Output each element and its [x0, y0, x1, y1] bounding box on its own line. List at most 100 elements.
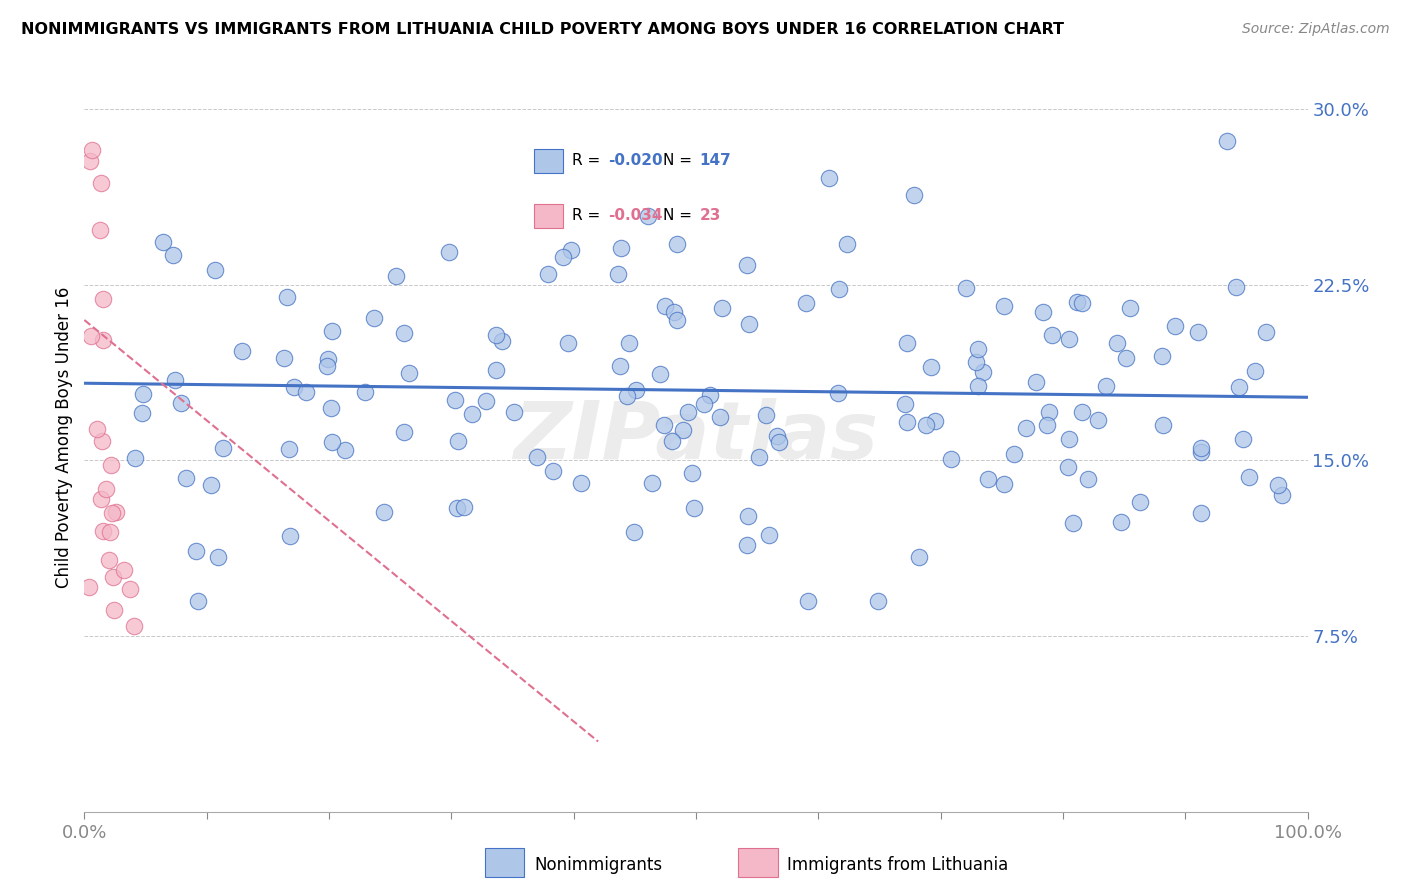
Text: -0.034: -0.034 [609, 209, 662, 223]
Point [101, 506, 124, 520]
Point [1227, 380, 1250, 394]
Point [827, 282, 849, 296]
Point [827, 386, 849, 401]
Point [683, 501, 706, 516]
Point [91, 524, 114, 539]
Point [475, 394, 498, 409]
Point [557, 335, 579, 350]
Point [335, 442, 357, 457]
Point [460, 407, 482, 421]
Point [97, 553, 120, 567]
Point [437, 244, 460, 259]
Point [118, 582, 141, 597]
Point [321, 435, 343, 450]
Text: R =: R = [572, 153, 606, 169]
Point [1164, 319, 1187, 334]
Point [204, 263, 226, 277]
Point [609, 241, 631, 255]
Point [609, 359, 631, 373]
Point [1232, 432, 1254, 446]
Point [184, 544, 207, 558]
Point [1256, 325, 1278, 339]
Point [664, 305, 686, 319]
Point [170, 396, 193, 410]
Point [1004, 447, 1026, 461]
Point [537, 268, 560, 282]
Point [903, 187, 925, 202]
Point [373, 505, 395, 519]
Point [363, 311, 385, 326]
Point [955, 281, 977, 295]
Point [1095, 379, 1118, 393]
Point [1062, 516, 1084, 531]
Point [1115, 351, 1137, 366]
Point [1025, 376, 1047, 390]
Text: Source: ZipAtlas.com: Source: ZipAtlas.com [1241, 22, 1389, 37]
Point [354, 385, 377, 400]
Point [231, 344, 253, 359]
Point [1237, 470, 1260, 484]
Point [939, 452, 962, 467]
Point [1216, 134, 1239, 148]
Point [112, 563, 135, 577]
Point [315, 359, 337, 373]
Point [624, 383, 647, 397]
Point [755, 408, 778, 422]
Point [174, 470, 197, 484]
Point [1057, 432, 1080, 446]
Point [896, 335, 918, 350]
Text: NONIMMIGRANTS VS IMMIGRANTS FROM LITHUANIA CHILD POVERTY AMONG BOYS UNDER 16 COR: NONIMMIGRANTS VS IMMIGRANTS FROM LITHUAN… [21, 22, 1064, 37]
Point [1032, 305, 1054, 319]
Point [80, 329, 103, 343]
Point [526, 450, 548, 465]
Point [316, 352, 339, 367]
Point [977, 472, 1000, 486]
Point [124, 450, 146, 465]
Point [1036, 418, 1059, 433]
Point [1071, 296, 1094, 310]
Point [661, 434, 683, 448]
Point [699, 387, 721, 401]
Point [616, 389, 638, 403]
Point [737, 538, 759, 552]
Y-axis label: Child Poverty Among Boys Under 16: Child Poverty Among Boys Under 16 [55, 286, 73, 588]
Point [162, 248, 184, 262]
Point [1152, 417, 1174, 432]
Point [896, 415, 918, 429]
Point [94, 482, 117, 496]
Point [623, 524, 645, 539]
Point [665, 237, 688, 252]
Point [965, 354, 987, 368]
Point [100, 458, 122, 472]
Point [766, 429, 789, 443]
Point [80, 143, 103, 157]
Point [1189, 506, 1212, 520]
Text: Nonimmigrants: Nonimmigrants [534, 856, 662, 874]
Point [797, 594, 820, 608]
Text: R =: R = [572, 209, 606, 223]
Point [835, 236, 858, 251]
Point [758, 528, 780, 542]
Point [187, 594, 209, 608]
Point [1107, 335, 1129, 350]
Point [90, 176, 112, 190]
Point [654, 299, 676, 313]
Point [1189, 445, 1212, 459]
Point [91, 434, 114, 448]
Point [319, 401, 342, 415]
Point [321, 324, 343, 338]
Point [908, 549, 931, 564]
Point [676, 405, 699, 419]
Point [163, 373, 186, 387]
Point [894, 396, 917, 410]
Point [924, 414, 946, 428]
Point [681, 466, 703, 480]
Point [295, 384, 318, 399]
Point [641, 476, 664, 491]
Point [200, 478, 222, 492]
Point [920, 360, 942, 375]
Point [868, 594, 890, 608]
Point [1057, 460, 1080, 475]
Point [972, 366, 994, 380]
Text: N =: N = [664, 153, 697, 169]
